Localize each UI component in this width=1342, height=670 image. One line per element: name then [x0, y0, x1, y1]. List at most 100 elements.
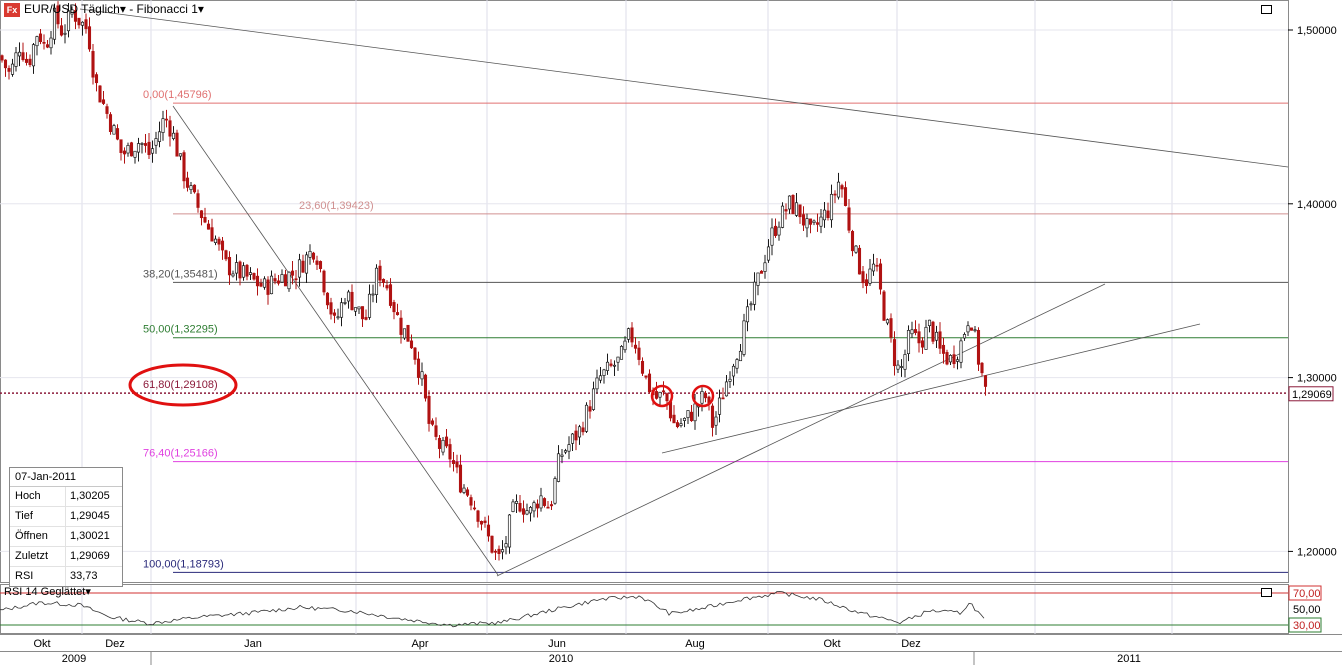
candle-body [616, 356, 620, 363]
candle-body [514, 500, 519, 504]
candle-body [892, 339, 897, 367]
info-date: 07-Jan-2011 [10, 468, 122, 487]
candle-body [21, 52, 25, 60]
candle-body [28, 58, 32, 66]
candle-body [196, 193, 200, 208]
candle-body [808, 218, 813, 225]
candle-body [353, 307, 358, 312]
candle-body [66, 10, 71, 32]
candle-body [357, 306, 361, 310]
dropdown-arrow-icon[interactable]: ▾ [119, 2, 126, 16]
symbol-selector[interactable]: EUR/USD [24, 2, 79, 16]
candle-body [724, 381, 729, 397]
rsi-level-label: 30,00 [1293, 620, 1321, 632]
dropdown-arrow-icon[interactable]: ▾ [85, 586, 91, 598]
candle-body [588, 406, 592, 412]
chart-title-bar[interactable]: EUR/USD Täglich▾ - Fibonacci 1▾ [24, 2, 204, 16]
candle-body [283, 274, 288, 287]
dropdown-arrow-icon[interactable]: ▾ [197, 2, 204, 16]
candle-body [864, 279, 869, 286]
candle-body [770, 227, 774, 246]
candle-body [248, 272, 253, 275]
candle-body [871, 263, 876, 272]
candle-body [532, 502, 536, 512]
x-month-label: Apr [411, 638, 428, 650]
fibonacci-level-label: 61,80(1,29108) [143, 379, 218, 391]
candle-body [955, 359, 960, 362]
rsi-level-label: 50,00 [1293, 604, 1321, 616]
candle-body [395, 312, 400, 316]
candle-body [626, 328, 631, 340]
candle-body [441, 439, 445, 453]
highlight-circle [650, 384, 674, 408]
candle-body [574, 430, 578, 441]
candle-body [826, 210, 830, 218]
candle-body [637, 347, 641, 360]
candle-body [920, 340, 925, 348]
candle-body [780, 205, 785, 228]
candle-body [756, 272, 760, 286]
info-label: RSI [10, 567, 66, 586]
candle-body [385, 285, 389, 289]
rsi-label[interactable]: RSI 14 Geglättet [4, 586, 86, 598]
candle-body [931, 321, 935, 342]
candle-body [581, 427, 585, 433]
candle-body [199, 210, 204, 219]
candle-body [168, 120, 172, 137]
candle-body [476, 510, 480, 522]
candle-body [133, 150, 137, 158]
candle-body [350, 291, 354, 311]
candle-body [290, 270, 295, 276]
info-row-high: Hoch 1,30205 [10, 487, 122, 507]
candle-body [952, 354, 956, 365]
candle-body [861, 271, 865, 284]
study-selector[interactable]: Fibonacci 1 [136, 2, 198, 16]
candle-body [332, 312, 337, 316]
candle-body [374, 267, 379, 295]
candle-body [42, 41, 46, 44]
candle-body [175, 132, 179, 157]
period-selector[interactable]: Täglich [81, 2, 120, 16]
rsi-maximize-button[interactable] [1261, 588, 1272, 597]
trendline [661, 323, 1201, 454]
candle-body [3, 59, 8, 69]
candle-body [717, 397, 722, 415]
candle-body [73, 10, 78, 22]
candle-body [504, 543, 508, 548]
candle-body [56, 5, 60, 25]
info-row-open: Öffnen 1,30021 [10, 527, 122, 547]
candle-body [731, 365, 736, 377]
candle-body [444, 436, 449, 447]
candle-body [777, 226, 781, 236]
candle-body [91, 51, 95, 78]
fx-logo: Fx [4, 3, 20, 17]
candle-body [945, 352, 949, 365]
candle-body [868, 268, 872, 284]
candle-body [465, 489, 470, 496]
candle-body [738, 350, 743, 362]
candle-body [455, 461, 459, 468]
candle-body [80, 21, 85, 26]
candle-body [399, 317, 403, 335]
fibonacci-level-label: 0,00(1,45796) [143, 89, 212, 101]
candle-body [854, 245, 858, 253]
candle-body [973, 329, 977, 332]
candle-body [336, 316, 340, 319]
candle-body [220, 240, 225, 251]
candle-body [784, 209, 788, 212]
rsi-panel-title[interactable]: RSI 14 Geglättet▾ [4, 585, 91, 598]
candle-body [560, 454, 564, 457]
candle-body [689, 411, 694, 422]
candle-body [623, 340, 627, 351]
candle-body [500, 549, 505, 553]
candle-body [367, 293, 372, 318]
candle-body [794, 202, 799, 216]
candle-body [24, 58, 29, 63]
candle-body [94, 74, 99, 84]
candle-body [231, 273, 235, 277]
candle-body [763, 262, 767, 272]
candle-body [126, 145, 130, 154]
maximize-button[interactable] [1261, 5, 1272, 14]
